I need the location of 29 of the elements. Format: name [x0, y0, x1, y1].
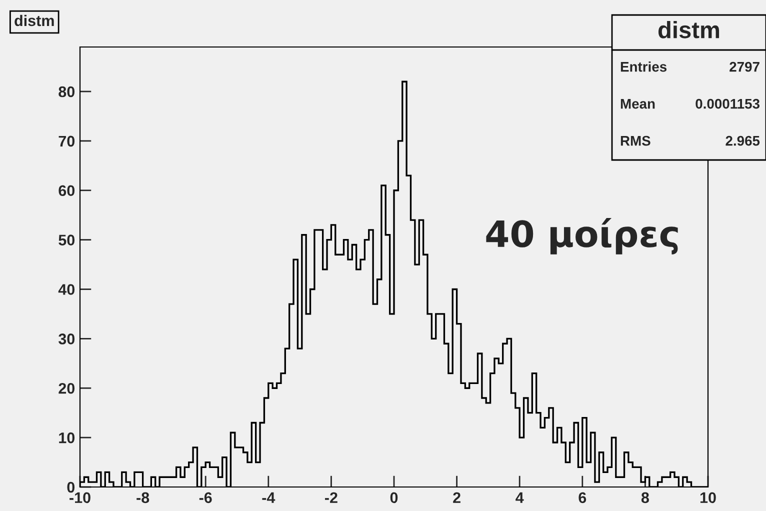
text: distm — [658, 20, 720, 38]
y-tick-label: 60 — [58, 185, 75, 196]
x-tick-label: 2 — [453, 492, 460, 503]
y-tick-label: 10 — [59, 432, 75, 444]
x-tick-label: 6 — [578, 492, 586, 504]
annotation: 0.0001153 — [696, 98, 760, 109]
x-tick-label: -6 — [199, 492, 212, 504]
text: 2.965 — [726, 136, 760, 146]
text: 2797 — [730, 62, 760, 72]
x-tick-label: -10 — [70, 492, 90, 504]
y-tick-label: 30 — [58, 334, 75, 344]
y-tick-label: 40 — [58, 284, 75, 295]
annotation: RMS — [620, 136, 650, 146]
annotation: Entries — [620, 62, 667, 72]
annotation: 40 μοίρες — [486, 218, 678, 254]
y-tick-label: 70 — [58, 136, 75, 147]
x-tick-label: 8 — [641, 492, 649, 504]
x-tick-label: 10 — [700, 492, 716, 504]
x-tick-label: -2 — [325, 492, 338, 503]
y-tick-label: 20 — [58, 382, 75, 394]
x-tick-label: 0 — [390, 492, 398, 504]
x-tick-label: 4 — [516, 492, 524, 503]
x-tick-label: -4 — [262, 492, 276, 503]
y-tick-label: 50 — [58, 234, 75, 246]
y-tick-label: 80 — [58, 86, 75, 98]
chart-title: distm — [14, 14, 54, 26]
y-tick-label: 0 — [67, 482, 75, 493]
annotation: Mean — [620, 99, 655, 109]
x-tick-label: -8 — [136, 492, 150, 504]
